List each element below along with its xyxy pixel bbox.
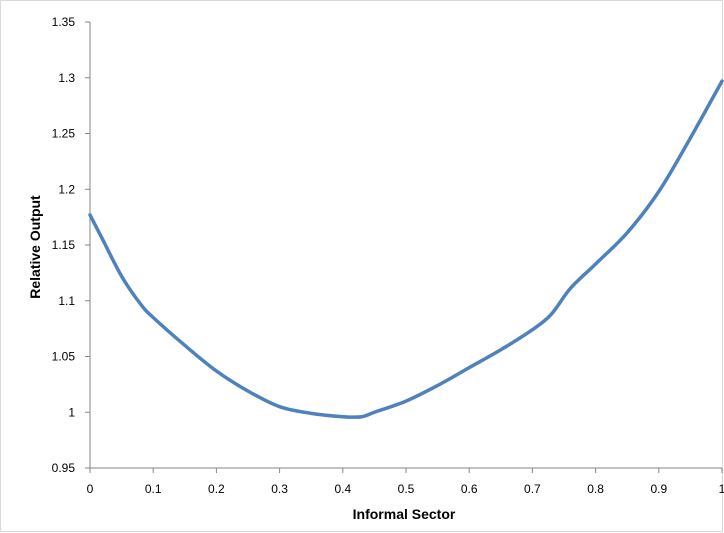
x-tick-label: 0 <box>87 482 94 496</box>
x-tick-label: 1 <box>719 482 724 496</box>
x-tick-label: 0.6 <box>461 482 478 496</box>
y-axis-title: Relative Output <box>27 195 43 299</box>
x-tick-label: 0.5 <box>398 482 415 496</box>
y-tick-label: 1.3 <box>58 71 75 85</box>
y-tick-label: 1.15 <box>52 238 76 252</box>
series-line <box>88 79 724 419</box>
y-tick-label: 0.95 <box>52 461 76 475</box>
x-tick-label: 0.9 <box>650 482 667 496</box>
x-tick-label: 0.3 <box>271 482 288 496</box>
y-tick-label: 1.35 <box>52 15 76 29</box>
y-tick-label: 1.2 <box>58 182 75 196</box>
x-tick-label: 0.7 <box>524 482 541 496</box>
plot-area <box>88 79 724 419</box>
y-tick-label: 1.25 <box>52 127 76 141</box>
y-tick-label: 1 <box>68 405 75 419</box>
x-axis: 0 0.1 0.2 0.3 0.4 0.5 0.6 0.7 0.8 0.9 1 <box>87 467 724 496</box>
x-axis-title: Informal Sector <box>353 506 456 522</box>
x-tick-label: 0.2 <box>208 482 225 496</box>
y-tick-label: 1.05 <box>52 350 76 364</box>
y-axis: 0.95 1 1.05 1.1 1.15 1.2 1.25 1.3 1.35 <box>52 15 91 475</box>
y-tick-label: 1.1 <box>58 294 75 308</box>
x-tick-label: 0.8 <box>587 482 604 496</box>
x-tick-label: 0.1 <box>145 482 162 496</box>
x-tick-label: 0.4 <box>334 482 351 496</box>
